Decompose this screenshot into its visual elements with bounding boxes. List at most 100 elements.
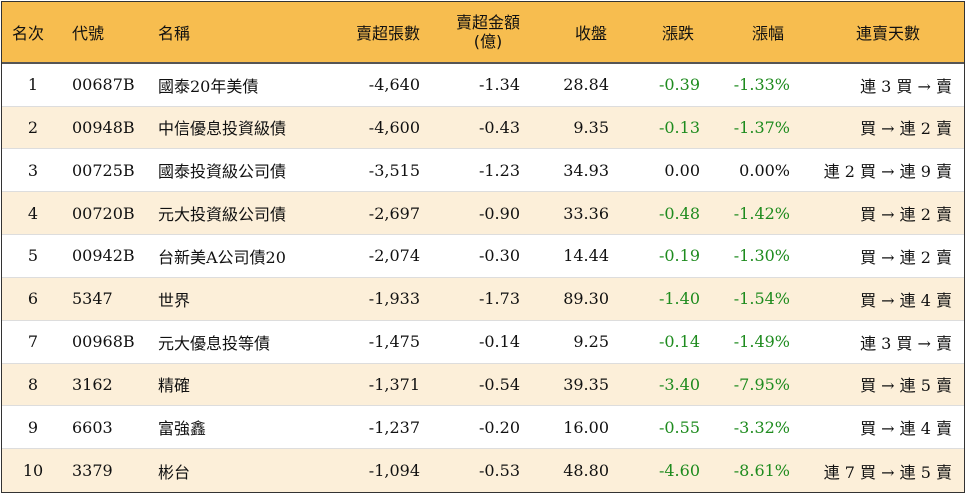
cell-rank: 1 bbox=[27, 75, 39, 95]
cell-volume: -1,237 bbox=[368, 417, 420, 437]
cell-close: 14.44 bbox=[563, 246, 609, 266]
header-net-sell-amount-line1: 賣超金額 bbox=[455, 12, 520, 32]
table-row: 5 00942B 台新美A公司債20 -2,074 -0.30 14.44 -0… bbox=[2, 235, 964, 278]
cell-code: 6603 bbox=[72, 417, 113, 437]
cell-streak: 買 → 連 5 賣 bbox=[860, 376, 952, 396]
header-net-sell-amount-label: 賣超金額 (億) bbox=[456, 13, 520, 51]
cell-streak: 連 3 買 → 賣 bbox=[860, 76, 952, 96]
cell-rank: 4 bbox=[27, 203, 39, 223]
cell-code: 00942B bbox=[72, 246, 135, 266]
cell-amount: -0.54 bbox=[478, 374, 520, 394]
cell-close: 16.00 bbox=[563, 417, 609, 437]
cell-name: 中信優息投資級債 bbox=[158, 119, 287, 139]
cell-amount: -1.34 bbox=[478, 75, 520, 95]
cell-name: 元大投資級公司債 bbox=[158, 205, 287, 225]
cell-name: 國泰20年美債 bbox=[158, 76, 259, 96]
cell-rank: 10 bbox=[22, 461, 44, 481]
header-streak[interactable]: 連賣天數 bbox=[855, 23, 920, 43]
table-row: 1 00687B 國泰20年美債 -4,640 -1.34 28.84 -0.3… bbox=[2, 63, 964, 107]
cell-streak: 買 → 連 4 賣 bbox=[860, 419, 952, 439]
cell-code: 00968B bbox=[72, 332, 135, 352]
cell-change-pct: -3.32% bbox=[733, 417, 790, 437]
cell-close: 34.93 bbox=[563, 160, 609, 180]
cell-amount: -0.53 bbox=[478, 461, 520, 481]
cell-code: 3162 bbox=[72, 374, 113, 394]
cell-amount: -0.90 bbox=[478, 203, 520, 223]
cell-streak: 買 → 連 2 賣 bbox=[860, 119, 952, 139]
table-row: 7 00968B 元大優息投等債 -1,475 -0.14 9.25 -0.14… bbox=[2, 320, 964, 364]
cell-volume: -1,371 bbox=[368, 374, 420, 394]
cell-close: 89.30 bbox=[563, 289, 609, 309]
cell-change: -4.60 bbox=[658, 461, 700, 481]
cell-change-pct: -1.42% bbox=[733, 203, 790, 223]
cell-change-pct: -1.30% bbox=[733, 246, 790, 266]
cell-close: 28.84 bbox=[563, 75, 609, 95]
cell-change-pct: -1.49% bbox=[733, 332, 790, 352]
cell-change: -0.55 bbox=[658, 417, 700, 437]
cell-close: 39.35 bbox=[563, 374, 609, 394]
cell-change-pct: -1.37% bbox=[733, 117, 790, 137]
cell-name: 富強鑫 bbox=[158, 419, 207, 439]
cell-change: -3.40 bbox=[658, 374, 700, 394]
cell-volume: -1,475 bbox=[368, 332, 420, 352]
cell-rank: 2 bbox=[27, 117, 39, 137]
cell-amount: -1.23 bbox=[478, 160, 520, 180]
cell-change-pct: -7.95% bbox=[733, 374, 790, 394]
cell-code: 00720B bbox=[72, 203, 135, 223]
cell-close: 48.80 bbox=[563, 461, 609, 481]
cell-rank: 9 bbox=[27, 417, 39, 437]
cell-amount: -0.43 bbox=[478, 117, 520, 137]
cell-rank: 7 bbox=[27, 332, 39, 352]
cell-close: 9.25 bbox=[573, 332, 609, 352]
table-row: 10 3379 彬台 -1,094 -0.53 48.80 -4.60 -8.6… bbox=[2, 449, 964, 493]
cell-amount: -1.73 bbox=[478, 289, 520, 309]
cell-code: 00725B bbox=[72, 160, 135, 180]
header-change-pct[interactable]: 漲幅 bbox=[751, 23, 784, 43]
table-row: 9 6603 富強鑫 -1,237 -0.20 16.00 -0.55 -3.3… bbox=[2, 406, 964, 450]
header-change[interactable]: 漲跌 bbox=[661, 23, 694, 43]
header-code[interactable]: 代號 bbox=[72, 23, 105, 43]
table-header: 名次 代號 名稱 賣超張數 賣超金額 (億) 收盤 漲跌 漲幅 連賣天數 bbox=[2, 2, 964, 64]
header-rank[interactable]: 名次 bbox=[12, 23, 45, 43]
cell-rank: 8 bbox=[27, 374, 39, 394]
cell-change-pct: -1.33% bbox=[733, 75, 790, 95]
cell-volume: -4,640 bbox=[368, 75, 420, 95]
table-row: 6 5347 世界 -1,933 -1.73 89.30 -1.40 -1.54… bbox=[2, 277, 964, 321]
cell-close: 33.36 bbox=[563, 203, 609, 223]
cell-change: -0.39 bbox=[658, 75, 700, 95]
header-net-sell-volume[interactable]: 賣超張數 bbox=[355, 23, 420, 43]
cell-change-pct: -1.54% bbox=[733, 289, 790, 309]
cell-change: -0.14 bbox=[658, 332, 700, 352]
cell-streak: 連 2 買 → 連 9 賣 bbox=[823, 162, 952, 182]
cell-rank: 5 bbox=[27, 246, 39, 266]
cell-code: 00948B bbox=[72, 117, 135, 137]
cell-name: 台新美A公司債20 bbox=[158, 247, 286, 267]
cell-name: 世界 bbox=[158, 290, 191, 310]
cell-change: -0.48 bbox=[658, 203, 700, 223]
cell-amount: -0.14 bbox=[478, 332, 520, 352]
cell-rank: 6 bbox=[27, 289, 39, 309]
cell-streak: 買 → 連 2 賣 bbox=[860, 247, 952, 267]
table-row: 8 3162 精確 -1,371 -0.54 39.35 -3.40 -7.95… bbox=[2, 363, 964, 407]
header-close[interactable]: 收盤 bbox=[574, 23, 607, 43]
table-row: 2 00948B 中信優息投資級債 -4,600 -0.43 9.35 -0.1… bbox=[2, 106, 964, 150]
cell-change: -0.19 bbox=[658, 246, 700, 266]
cell-close: 9.35 bbox=[573, 117, 609, 137]
header-net-sell-amount-unit: (億) bbox=[473, 31, 503, 51]
cell-rank: 3 bbox=[27, 160, 39, 180]
cell-streak: 連 7 買 → 連 5 賣 bbox=[823, 462, 952, 482]
cell-volume: -1,933 bbox=[368, 289, 420, 309]
header-net-sell-amount[interactable]: 賣超金額 (億) bbox=[420, 13, 520, 51]
header-name[interactable]: 名稱 bbox=[158, 23, 191, 43]
cell-amount: -0.30 bbox=[478, 246, 520, 266]
cell-name: 元大優息投等債 bbox=[158, 333, 271, 353]
cell-code: 3379 bbox=[72, 461, 113, 481]
cell-volume: -4,600 bbox=[368, 117, 420, 137]
cell-streak: 買 → 連 4 賣 bbox=[860, 290, 952, 310]
cell-change: -1.40 bbox=[658, 289, 700, 309]
cell-streak: 買 → 連 2 賣 bbox=[860, 205, 952, 225]
cell-volume: -1,094 bbox=[368, 461, 420, 481]
cell-name: 彬台 bbox=[158, 462, 191, 482]
cell-name: 精確 bbox=[158, 376, 191, 396]
